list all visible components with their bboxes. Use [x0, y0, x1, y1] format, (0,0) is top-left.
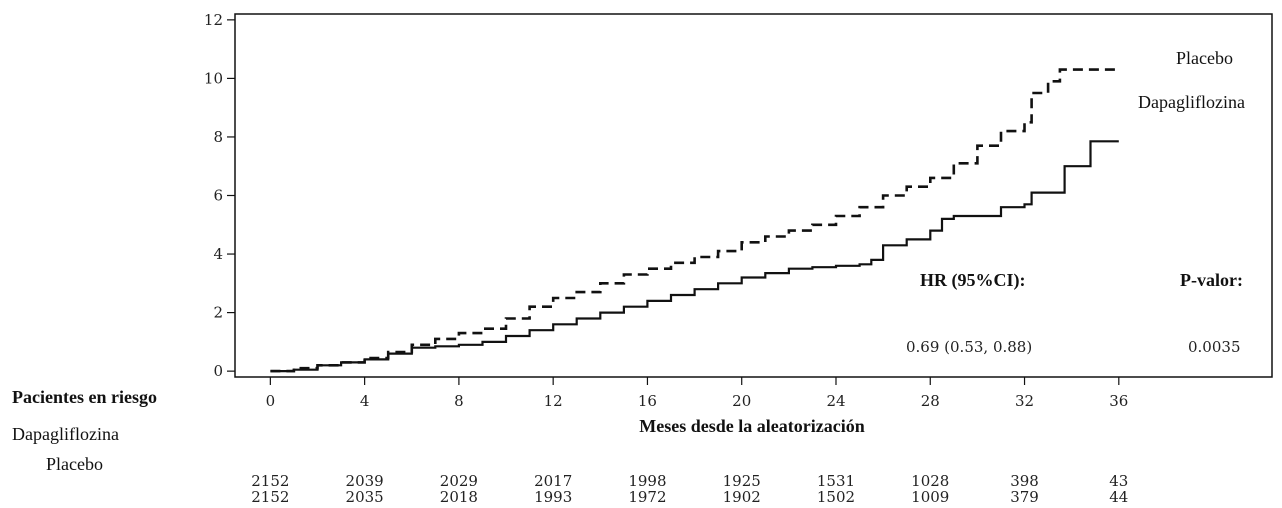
- p-value-label: P-valor:: [1180, 270, 1243, 290]
- hr-value: 0.69 (0.53, 0.88): [906, 338, 1032, 356]
- risk-value-placebo: 44: [1109, 488, 1128, 506]
- risk-value-placebo: 379: [1010, 488, 1039, 506]
- risk-row-label-placebo: Placebo: [46, 454, 103, 474]
- series-group: [270, 68, 1121, 373]
- risk-value-dapagliflozina: 1531: [817, 472, 855, 490]
- x-tick-label: 32: [1015, 392, 1034, 410]
- risk-value-placebo: 1972: [628, 488, 666, 506]
- y-tick-label: 12: [204, 11, 223, 29]
- risk-value-dapagliflozina: 43: [1109, 472, 1128, 490]
- risk-value-placebo: 2035: [346, 488, 384, 506]
- x-axis: 0 4 8 12 16 20 24 28 32 36: [266, 377, 1128, 410]
- risk-value-dapagliflozina: 2017: [534, 472, 572, 490]
- risk-value-dapagliflozina: 1998: [628, 472, 666, 490]
- risk-value-placebo: 1502: [817, 488, 855, 506]
- x-tick-label: 20: [732, 392, 751, 410]
- y-tick-label: 2: [213, 304, 223, 322]
- x-tick-label: 24: [826, 392, 845, 410]
- y-axis: 0 2 4 6 8 10 12: [204, 11, 235, 380]
- risk-value-dapagliflozina: 398: [1010, 472, 1039, 490]
- y-tick-label: 4: [213, 245, 223, 263]
- risk-value-dapagliflozina: 2029: [440, 472, 478, 490]
- risk-value-dapagliflozina: 2152: [251, 472, 289, 490]
- risk-value-placebo: 1009: [911, 488, 949, 506]
- risk-value-placebo: 2018: [440, 488, 478, 506]
- x-axis-title: Meses desde la aleatorización: [639, 416, 864, 436]
- hr-label: HR (95%CI):: [920, 270, 1026, 291]
- legend-label-dapagliflozina: Dapagliflozina: [1138, 92, 1245, 112]
- x-tick-label: 8: [454, 392, 464, 410]
- risk-value-dapagliflozina: 1028: [911, 472, 949, 490]
- legend-label-placebo: Placebo: [1176, 48, 1233, 68]
- risk-value-placebo: 1993: [534, 488, 572, 506]
- x-tick-label: 4: [360, 392, 370, 410]
- x-tick-label: 36: [1109, 392, 1128, 410]
- x-tick-label: 12: [544, 392, 563, 410]
- x-tick-label: 28: [921, 392, 940, 410]
- y-tick-label: 10: [204, 69, 223, 87]
- x-tick-label: 0: [266, 392, 276, 410]
- risk-table-title: Pacientes en riesgo: [12, 387, 157, 407]
- risk-row-label-dapagliflozina: Dapagliflozina: [12, 424, 119, 444]
- y-tick-label: 6: [213, 187, 223, 205]
- risk-value-dapagliflozina: 2039: [346, 472, 384, 490]
- y-tick-label: 8: [213, 128, 223, 146]
- x-tick-label: 16: [638, 392, 657, 410]
- y-tick-label: 0: [213, 362, 223, 380]
- p-value: 0.0035: [1188, 338, 1241, 356]
- series-line-dapagliflozina: [270, 140, 1119, 373]
- risk-table-values: 2152 2039 2029 2017 1998 1925 1531 1028 398 43 215…: [251, 472, 1128, 506]
- risk-value-placebo: 1902: [723, 488, 761, 506]
- risk-value-dapagliflozina: 1925: [723, 472, 761, 490]
- series-line-placebo: [270, 68, 1121, 373]
- plot-frame: [234, 13, 1273, 378]
- risk-value-placebo: 2152: [251, 488, 289, 506]
